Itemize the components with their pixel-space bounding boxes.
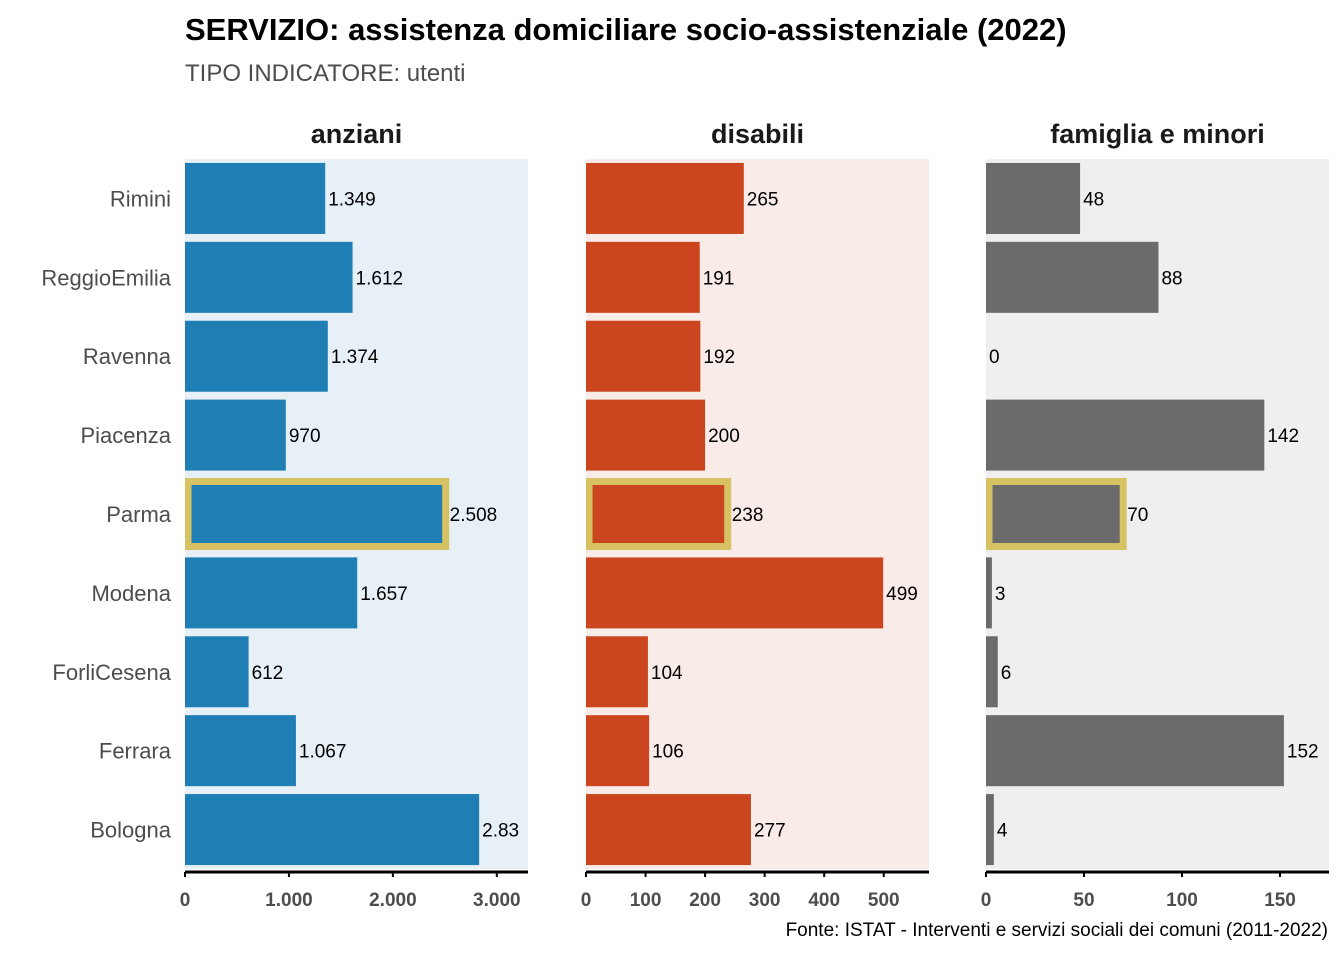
- category-label: Ravenna: [83, 344, 172, 369]
- bar: [586, 557, 884, 629]
- bar: [586, 399, 706, 471]
- x-tick-label: 0: [581, 890, 592, 911]
- data-label: 1.067: [299, 742, 347, 763]
- facet-anziani: anziani1.3491.6121.3749702.5081.6576121.…: [180, 119, 528, 911]
- bar: [586, 636, 648, 708]
- data-label: 3: [995, 584, 1006, 605]
- x-tick-label: 200: [689, 890, 721, 911]
- data-label: 142: [1267, 426, 1299, 447]
- bar: [986, 241, 1159, 313]
- data-label: 6: [1001, 663, 1012, 684]
- x-tick-label: 400: [808, 890, 840, 911]
- x-tick-label: 1.000: [265, 890, 313, 911]
- x-tick-label: 50: [1073, 890, 1094, 911]
- data-label: 499: [886, 584, 918, 605]
- bar: [986, 162, 1081, 234]
- bar: [986, 794, 994, 866]
- chart-title: SERVIZIO: assistenza domiciliare socio-a…: [185, 12, 1067, 47]
- facet-title: anziani: [311, 119, 403, 149]
- chart-subtitle: TIPO INDICATORE: utenti: [185, 60, 466, 87]
- bars-group: 1.349 1.612 1.374 970 2.508 1.657 612 1.067 2.83: [185, 162, 519, 866]
- data-label: 2.83: [482, 821, 519, 842]
- bar: [586, 241, 700, 313]
- data-label: 1.349: [328, 189, 376, 210]
- data-label: 1.374: [331, 347, 379, 368]
- data-label: 191: [703, 268, 735, 289]
- data-label: 88: [1161, 268, 1182, 289]
- x-tick-label: 2.000: [369, 890, 417, 911]
- x-tick-label: 3.000: [473, 890, 521, 911]
- bar-highlighted: [986, 478, 1127, 550]
- x-tick-label: 0: [981, 890, 992, 911]
- bar: [586, 320, 701, 392]
- bar: [986, 715, 1284, 787]
- category-label: Rimini: [110, 186, 171, 211]
- category-label: Piacenza: [80, 423, 171, 448]
- data-label: 277: [754, 821, 786, 842]
- facet-famiglia-e-minori: famiglia e minori 48 88 0 142 70 3 6 152 4 0 50 100 1…: [981, 119, 1329, 911]
- category-label: Bologna: [90, 818, 172, 843]
- bars-group: 48 88 0 142 70 3 6 152 4: [986, 162, 1319, 866]
- bar: [185, 241, 353, 313]
- bar: [986, 636, 998, 708]
- category-label: ReggioEmilia: [41, 265, 171, 290]
- bar: [185, 557, 358, 629]
- x-tick-label: 100: [630, 890, 662, 911]
- x-tick-label: 150: [1264, 890, 1296, 911]
- data-label: 0: [989, 347, 1000, 368]
- data-label: 1.657: [360, 584, 408, 605]
- data-label: 612: [252, 663, 284, 684]
- data-label: 4: [997, 821, 1008, 842]
- bar: [185, 794, 480, 866]
- data-label: 2.508: [450, 505, 498, 526]
- bar: [185, 162, 326, 234]
- data-label: 106: [652, 742, 684, 763]
- x-tick-label: 500: [868, 890, 900, 911]
- data-label: 70: [1127, 505, 1148, 526]
- data-label: 1.612: [356, 268, 404, 289]
- data-label: 970: [289, 426, 321, 447]
- data-label: 104: [651, 663, 683, 684]
- x-tick-label: 300: [749, 890, 781, 911]
- bar: [586, 715, 650, 787]
- bar-highlighted: [185, 478, 450, 550]
- category-label: Ferrara: [99, 739, 172, 764]
- bar: [586, 794, 751, 866]
- data-label: 265: [747, 189, 779, 210]
- data-label: 192: [703, 347, 735, 368]
- data-label: 238: [732, 505, 764, 526]
- data-label: 200: [708, 426, 740, 447]
- bar: [185, 715, 296, 787]
- bar: [185, 320, 328, 392]
- bar: [986, 557, 992, 629]
- bar: [185, 636, 249, 708]
- category-label: ForliCesena: [52, 660, 171, 685]
- facet-title: famiglia e minori: [1050, 119, 1265, 149]
- chart-caption: Fonte: ISTAT - Interventi e servizi soci…: [785, 920, 1328, 941]
- x-tick-label: 100: [1166, 890, 1198, 911]
- bar: [986, 399, 1265, 471]
- bar: [185, 399, 286, 471]
- data-label: 152: [1287, 742, 1319, 763]
- category-label: Parma: [106, 502, 172, 527]
- bar: [586, 162, 744, 234]
- bar-highlighted: [586, 478, 732, 550]
- bars-group: 265 191 192 200 238 499 104 106 277: [586, 162, 918, 866]
- data-label: 48: [1083, 189, 1104, 210]
- facet-disabili: disabili 265 191 192 200 238 499 104 106 277 0 100 2…: [581, 119, 929, 911]
- x-tick-label: 0: [180, 890, 191, 911]
- category-label: Modena: [91, 581, 171, 606]
- facet-title: disabili: [711, 119, 804, 149]
